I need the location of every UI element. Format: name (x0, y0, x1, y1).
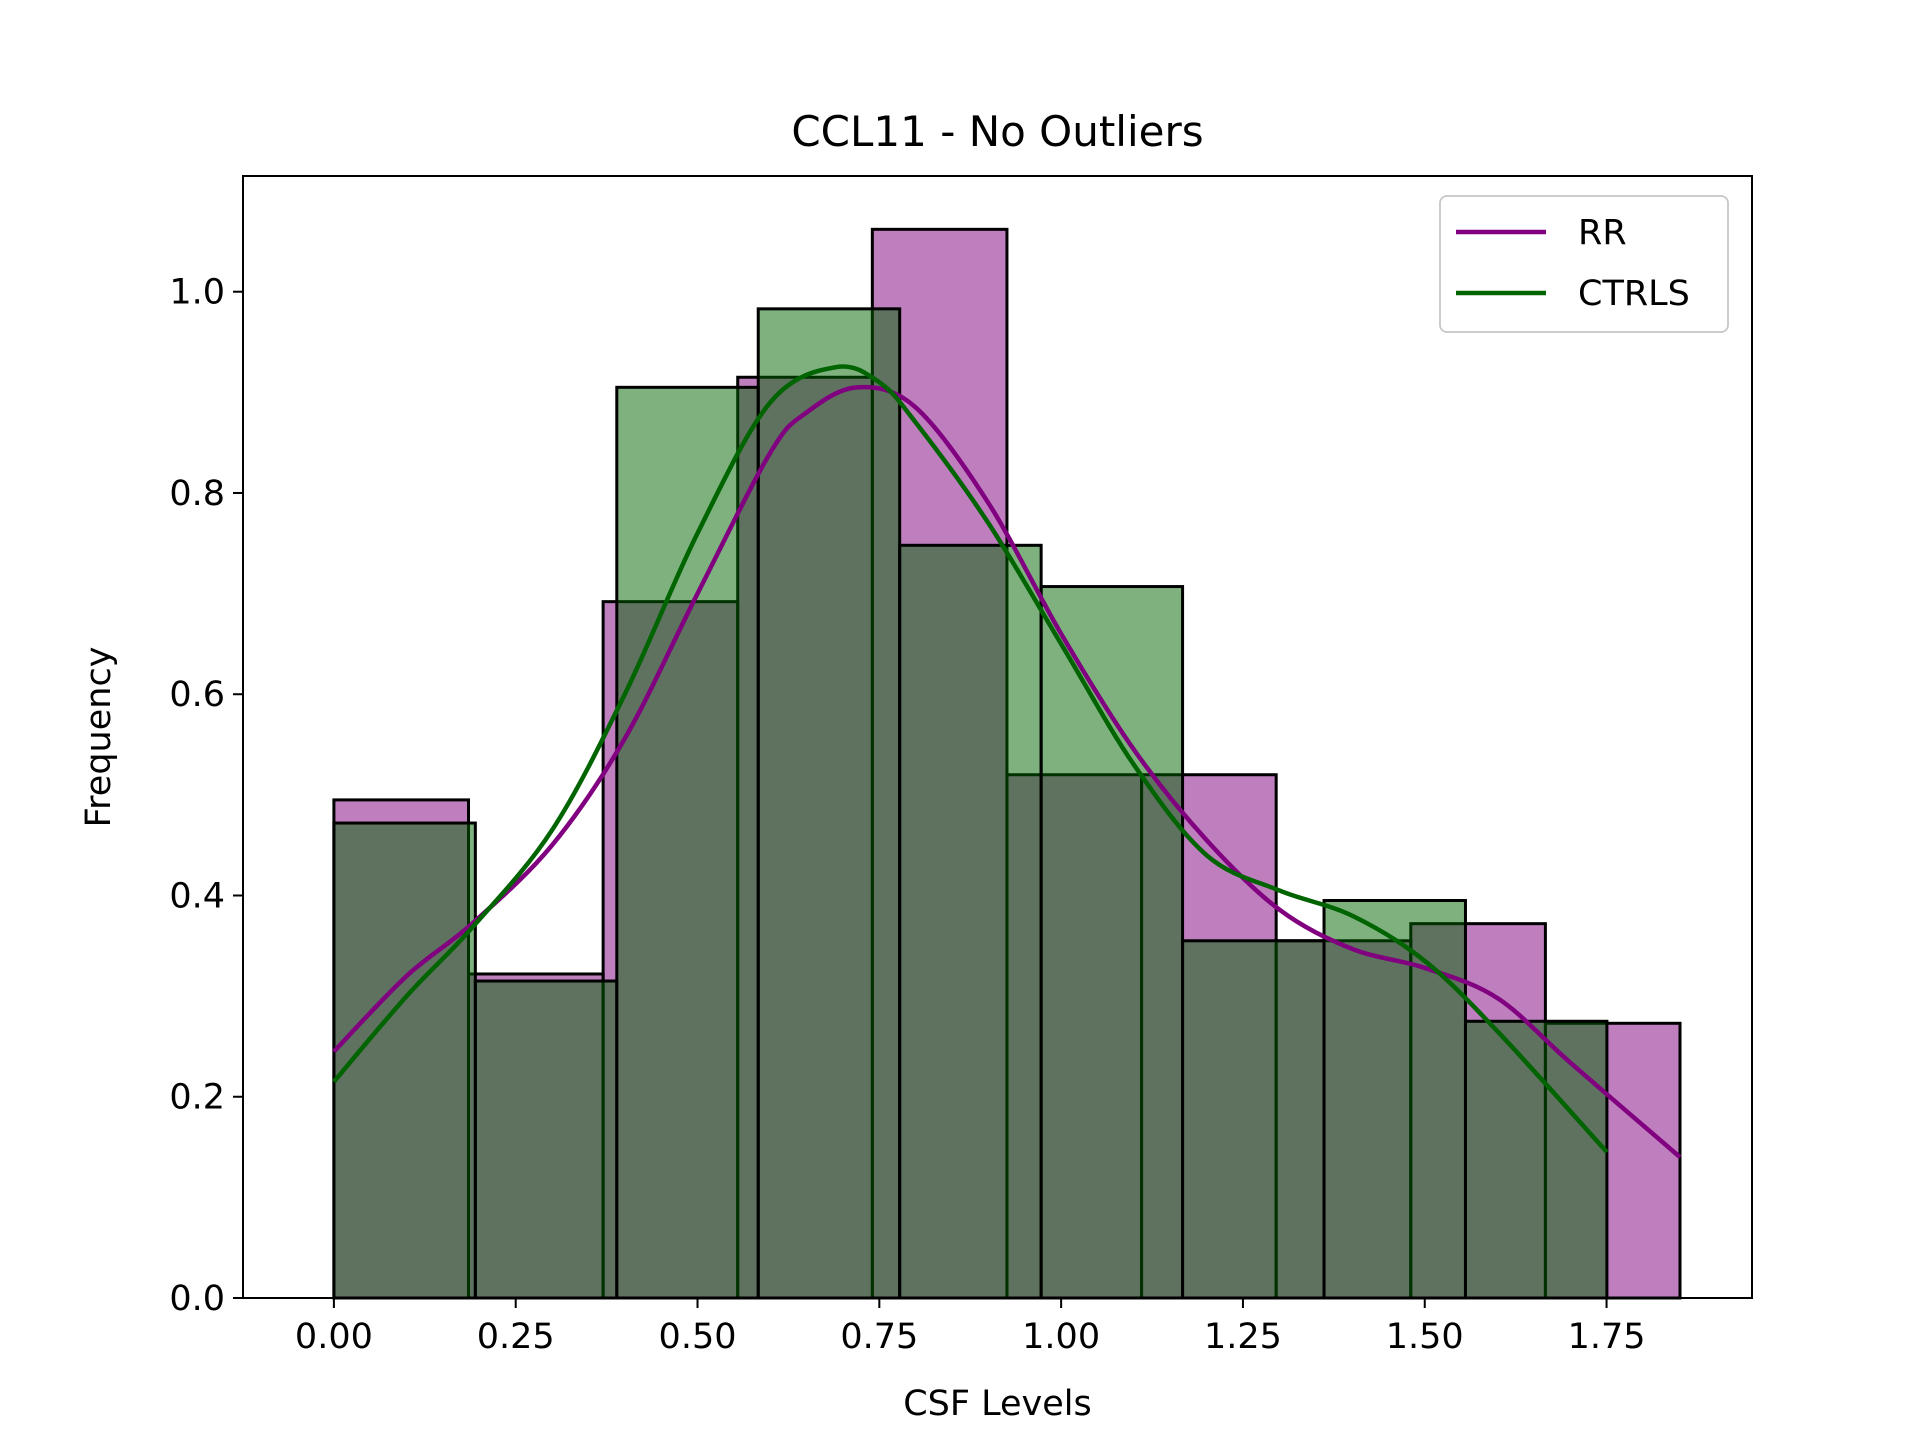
y-tick-label: 0.8 (169, 474, 225, 514)
y-tick-label: 0.6 (169, 675, 225, 715)
x-axis: 0.00 0.25 0.50 0.75 1.00 1.25 1.50 1.75 (295, 1298, 1646, 1357)
ctrls-bar (1463, 1019, 1609, 1300)
chart-title: CCL11 - No Outliers (791, 107, 1203, 156)
ctrls-bar (473, 979, 619, 1300)
legend-label-rr: RR (1578, 213, 1627, 253)
y-axis-label: Frequency (79, 647, 119, 828)
x-tick-label: 0.75 (840, 1317, 918, 1357)
x-tick-label: 1.00 (1022, 1317, 1100, 1357)
legend-label-ctrls: CTRLS (1578, 274, 1690, 314)
y-tick-label: 0.0 (169, 1279, 225, 1319)
ctrls-bar (1181, 939, 1326, 1300)
ctrls-bar (898, 543, 1043, 1300)
ctrls-kde-line (332, 364, 1609, 1154)
x-axis-label: CSF Levels (903, 1384, 1092, 1424)
ctrls-bar (1039, 585, 1185, 1300)
rr-kde-line (332, 384, 1682, 1159)
ctrls-bar (756, 307, 902, 1300)
ctrls-bar (332, 821, 477, 1300)
y-axis: 0.0 0.2 0.4 0.6 0.8 1.0 (169, 273, 243, 1319)
y-tick-label: 0.4 (169, 876, 225, 916)
x-tick-label: 1.50 (1386, 1317, 1464, 1357)
x-tick-label: 0.25 (477, 1317, 555, 1357)
ctrls-bar (1322, 899, 1467, 1300)
ctrls-bar (615, 385, 760, 1300)
x-tick-label: 0.00 (295, 1317, 373, 1357)
y-tick-label: 1.0 (169, 273, 225, 313)
x-tick-label: 0.50 (659, 1317, 737, 1357)
x-tick-label: 1.25 (1204, 1317, 1282, 1357)
y-tick-label: 0.2 (169, 1078, 225, 1118)
plot-frame (242, 175, 1753, 1299)
legend: RR CTRLS (1439, 195, 1729, 333)
kde-layer (332, 364, 1682, 1159)
x-tick-label: 1.75 (1568, 1317, 1646, 1357)
